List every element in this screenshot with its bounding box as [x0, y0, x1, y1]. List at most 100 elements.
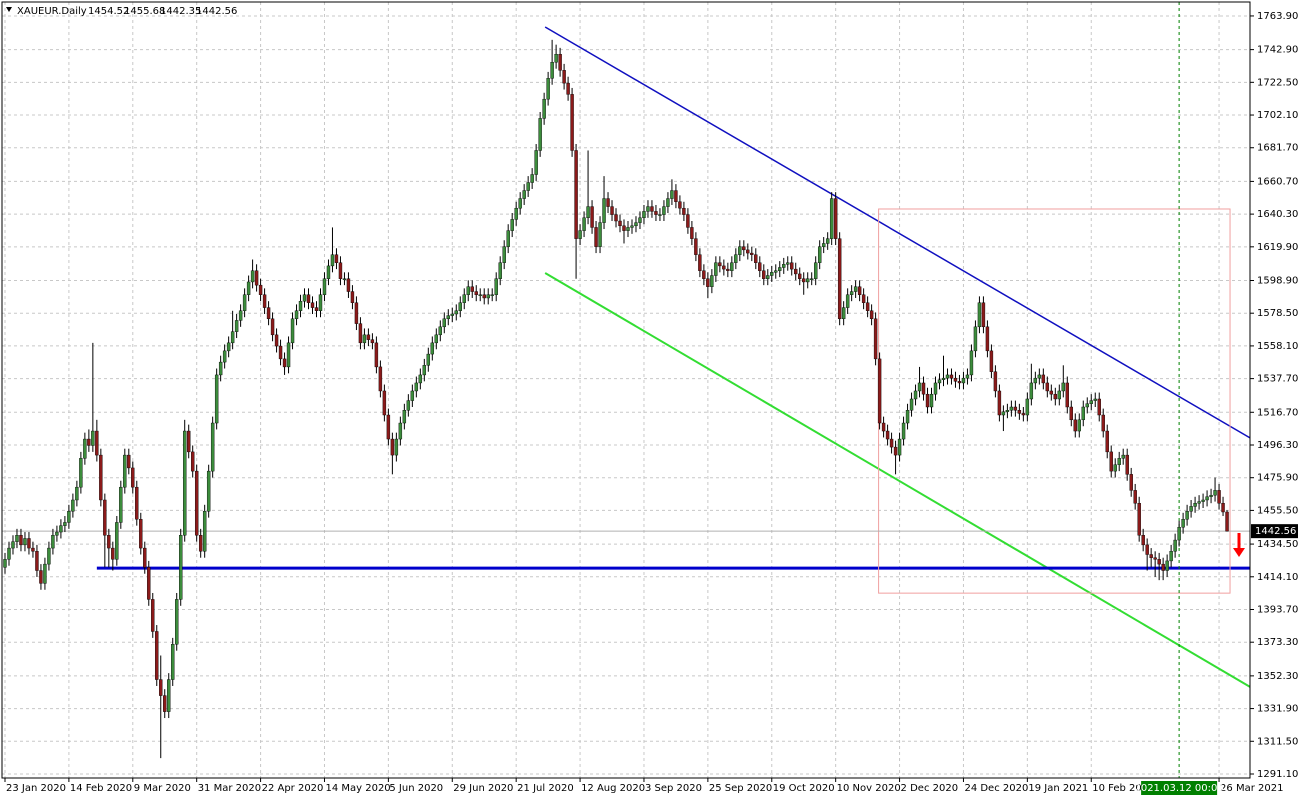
candle-body	[123, 454, 127, 488]
candle-body	[710, 275, 714, 287]
candle-body	[306, 294, 311, 303]
candle-body	[965, 374, 970, 379]
candle-body	[470, 286, 474, 292]
candle-body	[67, 511, 71, 523]
candle-body	[726, 268, 730, 271]
candle-body	[198, 535, 203, 552]
candle-body	[63, 522, 67, 526]
candle-body	[538, 118, 542, 151]
candle-body	[662, 206, 666, 215]
candle-body	[853, 286, 858, 292]
candle-body	[7, 547, 11, 560]
candle-body	[622, 225, 626, 231]
header-open: 1454.52	[88, 6, 129, 17]
candle-body	[634, 222, 638, 227]
candle-body	[151, 599, 155, 632]
candle-body	[945, 374, 950, 379]
candle-body	[1097, 398, 1101, 416]
menu-triangle[interactable]	[6, 7, 12, 12]
candle-body	[578, 230, 582, 239]
candle-body	[1081, 406, 1085, 421]
candle-body	[438, 326, 442, 336]
y-tick-label: 1475.90	[1257, 473, 1298, 484]
candle-body	[442, 318, 446, 328]
candle-body	[183, 430, 187, 536]
candle-body	[610, 206, 614, 215]
candle-body	[1161, 563, 1165, 571]
candle-body	[686, 214, 690, 228]
candle-body	[1033, 377, 1038, 384]
y-tick-label: 1578.50	[1257, 308, 1298, 319]
candle-body	[354, 302, 359, 324]
candle-body	[1113, 464, 1117, 472]
candle-body	[302, 294, 307, 302]
candle-body	[646, 206, 650, 212]
candle-body	[75, 486, 79, 501]
x-tick-label: 21 Jul 2020	[517, 783, 574, 794]
candle-body	[127, 454, 131, 469]
candle-body	[111, 547, 115, 560]
y-tick-label: 1537.70	[1257, 374, 1298, 385]
arrow-head	[1233, 548, 1245, 557]
candle-body	[43, 563, 47, 584]
candle-body	[973, 326, 978, 352]
candle-body	[402, 410, 407, 424]
candle-body	[1173, 539, 1177, 552]
candle-body	[698, 254, 702, 271]
y-tick-label: 1414.10	[1257, 572, 1298, 583]
candle-body	[210, 422, 215, 472]
candle-body	[829, 198, 834, 239]
candle-body	[115, 522, 119, 560]
y-tick-label: 1742.90	[1257, 45, 1298, 56]
candle-body	[27, 538, 31, 549]
candle-body	[614, 214, 618, 222]
candle-body	[1201, 499, 1205, 502]
y-tick-label: 1660.70	[1257, 176, 1298, 187]
candle-body	[666, 198, 670, 207]
candle-body	[1197, 501, 1201, 504]
candle-body	[602, 198, 606, 223]
candle-body	[1021, 413, 1026, 416]
candle-body	[19, 535, 23, 546]
last-price-label: 1442.56	[1255, 526, 1296, 537]
candle-body	[790, 262, 794, 270]
signal-arrow	[1233, 533, 1245, 557]
candle-body	[1153, 557, 1157, 560]
candle-body	[1049, 390, 1054, 395]
candle-body	[670, 190, 674, 199]
candle-body	[869, 310, 874, 320]
candle-body	[1077, 419, 1081, 432]
candle-body	[782, 264, 786, 268]
candle-body	[426, 353, 431, 366]
candle-body	[594, 227, 598, 247]
candle-body	[881, 422, 886, 432]
last-price-box	[1251, 524, 1298, 539]
candle-body	[406, 400, 411, 411]
candle-body	[730, 262, 734, 271]
candle-body	[394, 438, 399, 456]
candle-body	[147, 567, 151, 600]
candle-body	[370, 339, 375, 344]
candle-body	[15, 535, 19, 542]
candle-body	[702, 270, 706, 279]
candle-body	[270, 318, 275, 336]
candle-body	[502, 246, 506, 263]
candle-body	[754, 254, 758, 263]
candle-body	[510, 219, 514, 231]
candle-body	[706, 278, 710, 287]
candle-body	[1217, 490, 1221, 504]
candle-body	[422, 365, 427, 376]
candle-body	[957, 381, 962, 384]
candle-body	[135, 486, 139, 520]
y-tick-label: 1681.70	[1257, 143, 1298, 154]
candle-body	[806, 278, 810, 283]
candle-body	[206, 470, 211, 512]
candle-body	[1029, 382, 1034, 400]
candle-body	[159, 679, 163, 696]
candle-body	[242, 294, 247, 311]
candle-body	[642, 211, 646, 219]
x-tick-label: 26 Mar 2021	[1220, 783, 1283, 794]
y-tick-label: 1352.30	[1257, 671, 1298, 682]
candle-body	[478, 294, 482, 296]
